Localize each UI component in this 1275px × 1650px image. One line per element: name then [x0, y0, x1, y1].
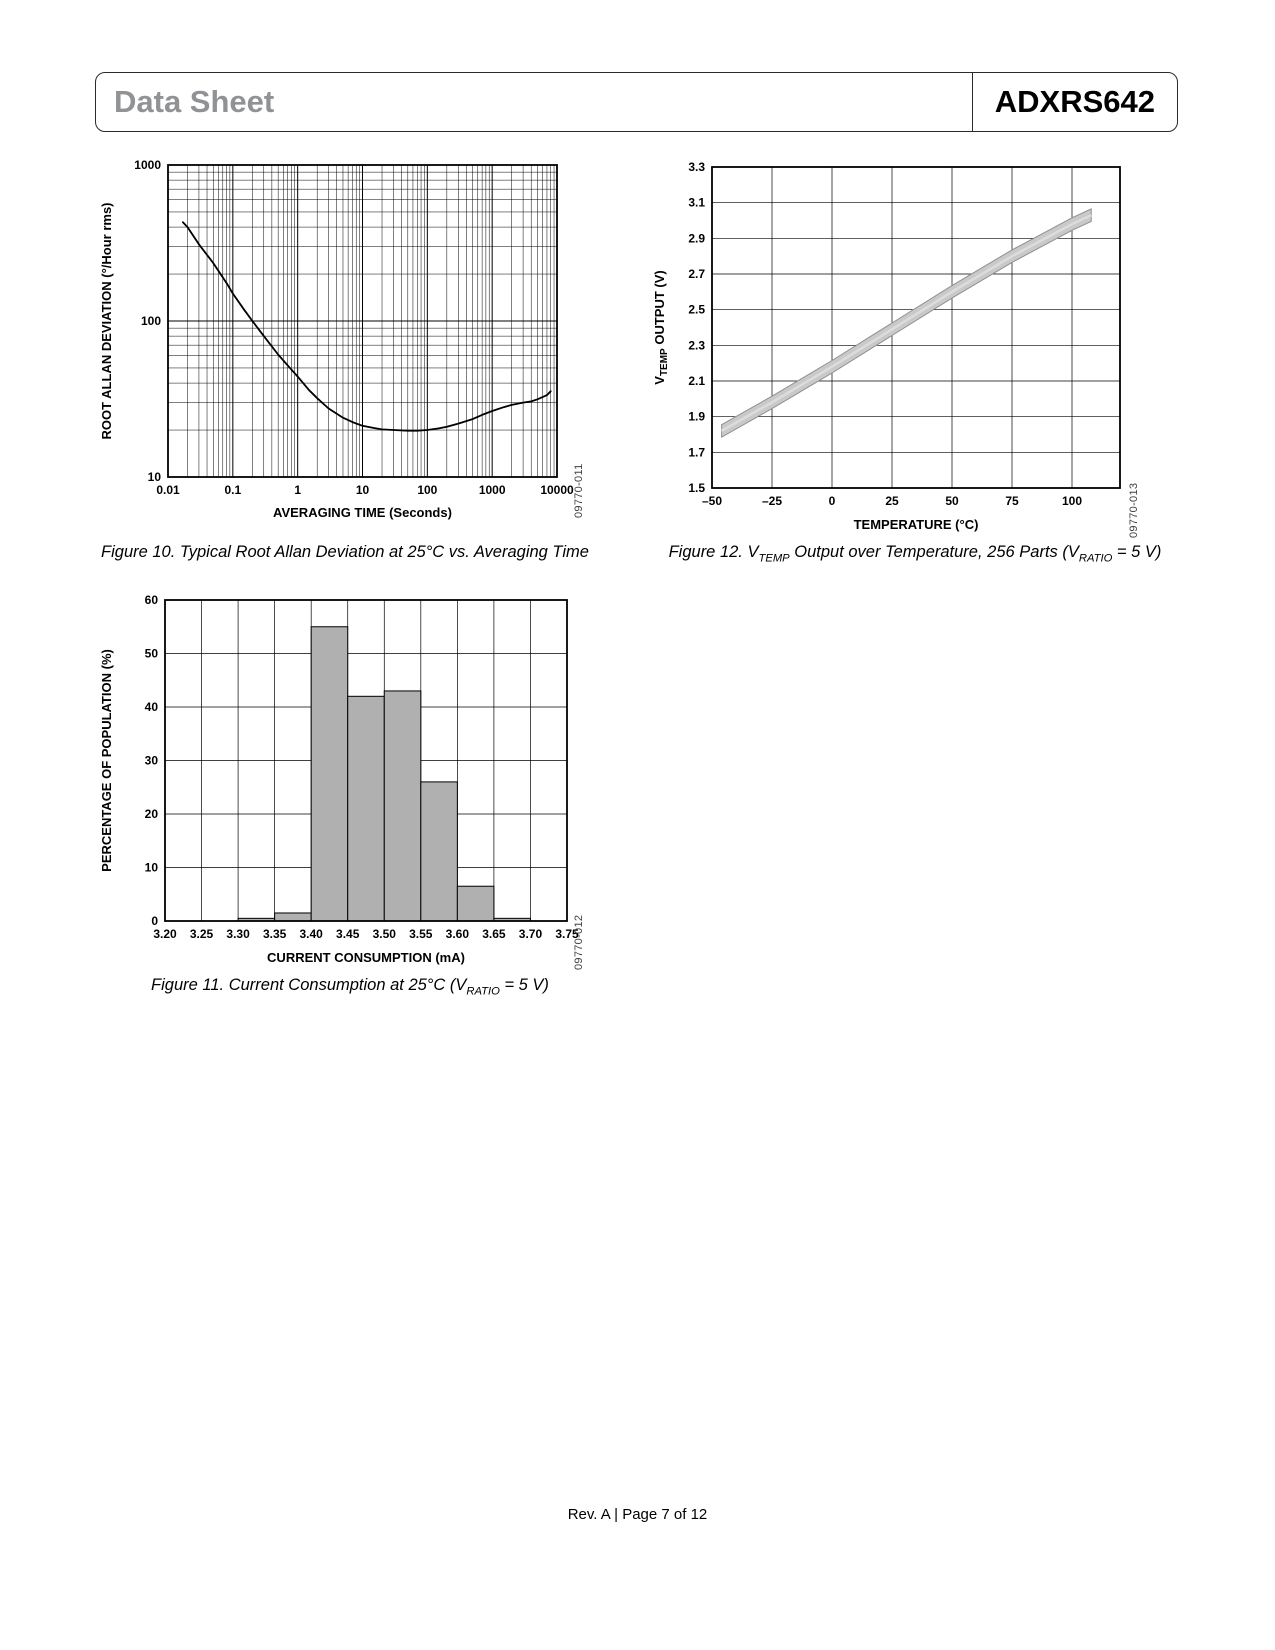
doc-type-label: Data Sheet	[114, 84, 275, 119]
svg-text:AVERAGING TIME (Seconds): AVERAGING TIME (Seconds)	[273, 505, 452, 520]
svg-text:3.55: 3.55	[409, 927, 433, 941]
svg-text:1.9: 1.9	[688, 410, 705, 424]
svg-text:3.70: 3.70	[519, 927, 543, 941]
figure-code-current: 09770-012	[573, 914, 585, 970]
svg-text:–50: –50	[702, 494, 722, 508]
histogram-bar	[310, 626, 349, 922]
svg-text:TEMPERATURE (°C): TEMPERATURE (°C)	[854, 517, 979, 532]
svg-text:0: 0	[829, 494, 836, 508]
svg-text:10000: 10000	[540, 483, 574, 497]
svg-text:50: 50	[145, 647, 159, 661]
figure-10-caption: Figure 10. Typical Root Allan Deviation …	[101, 543, 589, 561]
histogram-bar	[420, 781, 458, 922]
page-footer: Rev. A | Page 7 of 12	[567, 1506, 708, 1523]
vtemp-band	[721, 208, 1092, 439]
histogram-bar	[456, 885, 495, 922]
svg-text:100: 100	[417, 483, 437, 497]
svg-text:25: 25	[885, 494, 899, 508]
svg-text:2.7: 2.7	[688, 267, 705, 281]
svg-text:3.45: 3.45	[336, 927, 360, 941]
svg-text:3.20: 3.20	[153, 927, 177, 941]
svg-text:3.35: 3.35	[263, 927, 287, 941]
histogram-bar	[274, 912, 312, 922]
svg-text:100: 100	[141, 314, 161, 328]
svg-text:20: 20	[145, 807, 159, 821]
svg-text:10: 10	[148, 470, 162, 484]
svg-text:3.60: 3.60	[446, 927, 470, 941]
svg-text:1.7: 1.7	[688, 445, 705, 459]
svg-text:50: 50	[945, 494, 959, 508]
svg-text:0.01: 0.01	[156, 483, 180, 497]
svg-text:–25: –25	[762, 494, 782, 508]
svg-text:0.1: 0.1	[224, 483, 241, 497]
allan-deviation-chart: 0.01 0.1 1 10 100 1000 10000 10 100 1000 AVERAGING…	[99, 158, 574, 520]
svg-text:100: 100	[1062, 494, 1082, 508]
figure-code-allan: 09770-011	[573, 463, 585, 519]
svg-text:1.5: 1.5	[688, 481, 705, 495]
svg-text:PERCENTAGE OF POPULATION (%): PERCENTAGE OF POPULATION (%)	[99, 649, 114, 872]
svg-text:3.75: 3.75	[555, 927, 579, 941]
svg-text:CURRENT CONSUMPTION (mA): CURRENT CONSUMPTION (mA)	[267, 950, 465, 965]
current-consumption-chart: 3.20 3.25 3.30 3.35 3.40 3.45 3.50 3.55 3.60 3.65…	[99, 593, 579, 965]
svg-text:10: 10	[145, 861, 159, 875]
page-header: Data Sheet ADXRS642	[95, 72, 1178, 132]
figure-12-caption: Figure 12. VTEMP Output over Temperature…	[668, 543, 1162, 565]
svg-text:3.3: 3.3	[688, 160, 705, 174]
svg-text:2.9: 2.9	[688, 231, 705, 245]
svg-text:3.40: 3.40	[300, 927, 324, 941]
svg-text:2.3: 2.3	[688, 338, 705, 352]
svg-text:3.25: 3.25	[190, 927, 214, 941]
svg-text:40: 40	[145, 700, 159, 714]
allan-deviation-curve	[182, 221, 552, 432]
svg-text:2.1: 2.1	[688, 374, 705, 388]
svg-text:1: 1	[294, 483, 301, 497]
svg-text:30: 30	[145, 754, 159, 768]
svg-text:75: 75	[1005, 494, 1019, 508]
svg-text:3.1: 3.1	[688, 196, 705, 210]
svg-text:VTEMP OUTPUT (V): VTEMP OUTPUT (V)	[652, 270, 670, 384]
figure-11-caption: Figure 11. Current Consumption at 25°C (…	[151, 976, 549, 998]
svg-text:10: 10	[356, 483, 370, 497]
svg-text:60: 60	[145, 593, 159, 607]
svg-text:2.5: 2.5	[688, 303, 705, 317]
svg-text:1000: 1000	[479, 483, 506, 497]
histogram-bar	[383, 690, 422, 922]
figure-code-vtemp: 09770-013	[1128, 482, 1140, 538]
histogram-bar	[347, 695, 385, 922]
svg-text:3.65: 3.65	[482, 927, 506, 941]
svg-text:3.50: 3.50	[373, 927, 397, 941]
svg-text:3.30: 3.30	[226, 927, 250, 941]
vtemp-output-chart: –50 –25 0 25 50 75 100 1.5 1.7 1.9 2.1 2.3 2.5 2.7 2.9…	[652, 160, 1121, 532]
svg-text:ROOT ALLAN DEVIATION (°/Hour r: ROOT ALLAN DEVIATION (°/Hour rms)	[99, 202, 114, 439]
svg-text:1000: 1000	[134, 158, 161, 172]
svg-text:0: 0	[151, 914, 158, 928]
part-number: ADXRS642	[971, 73, 1177, 131]
